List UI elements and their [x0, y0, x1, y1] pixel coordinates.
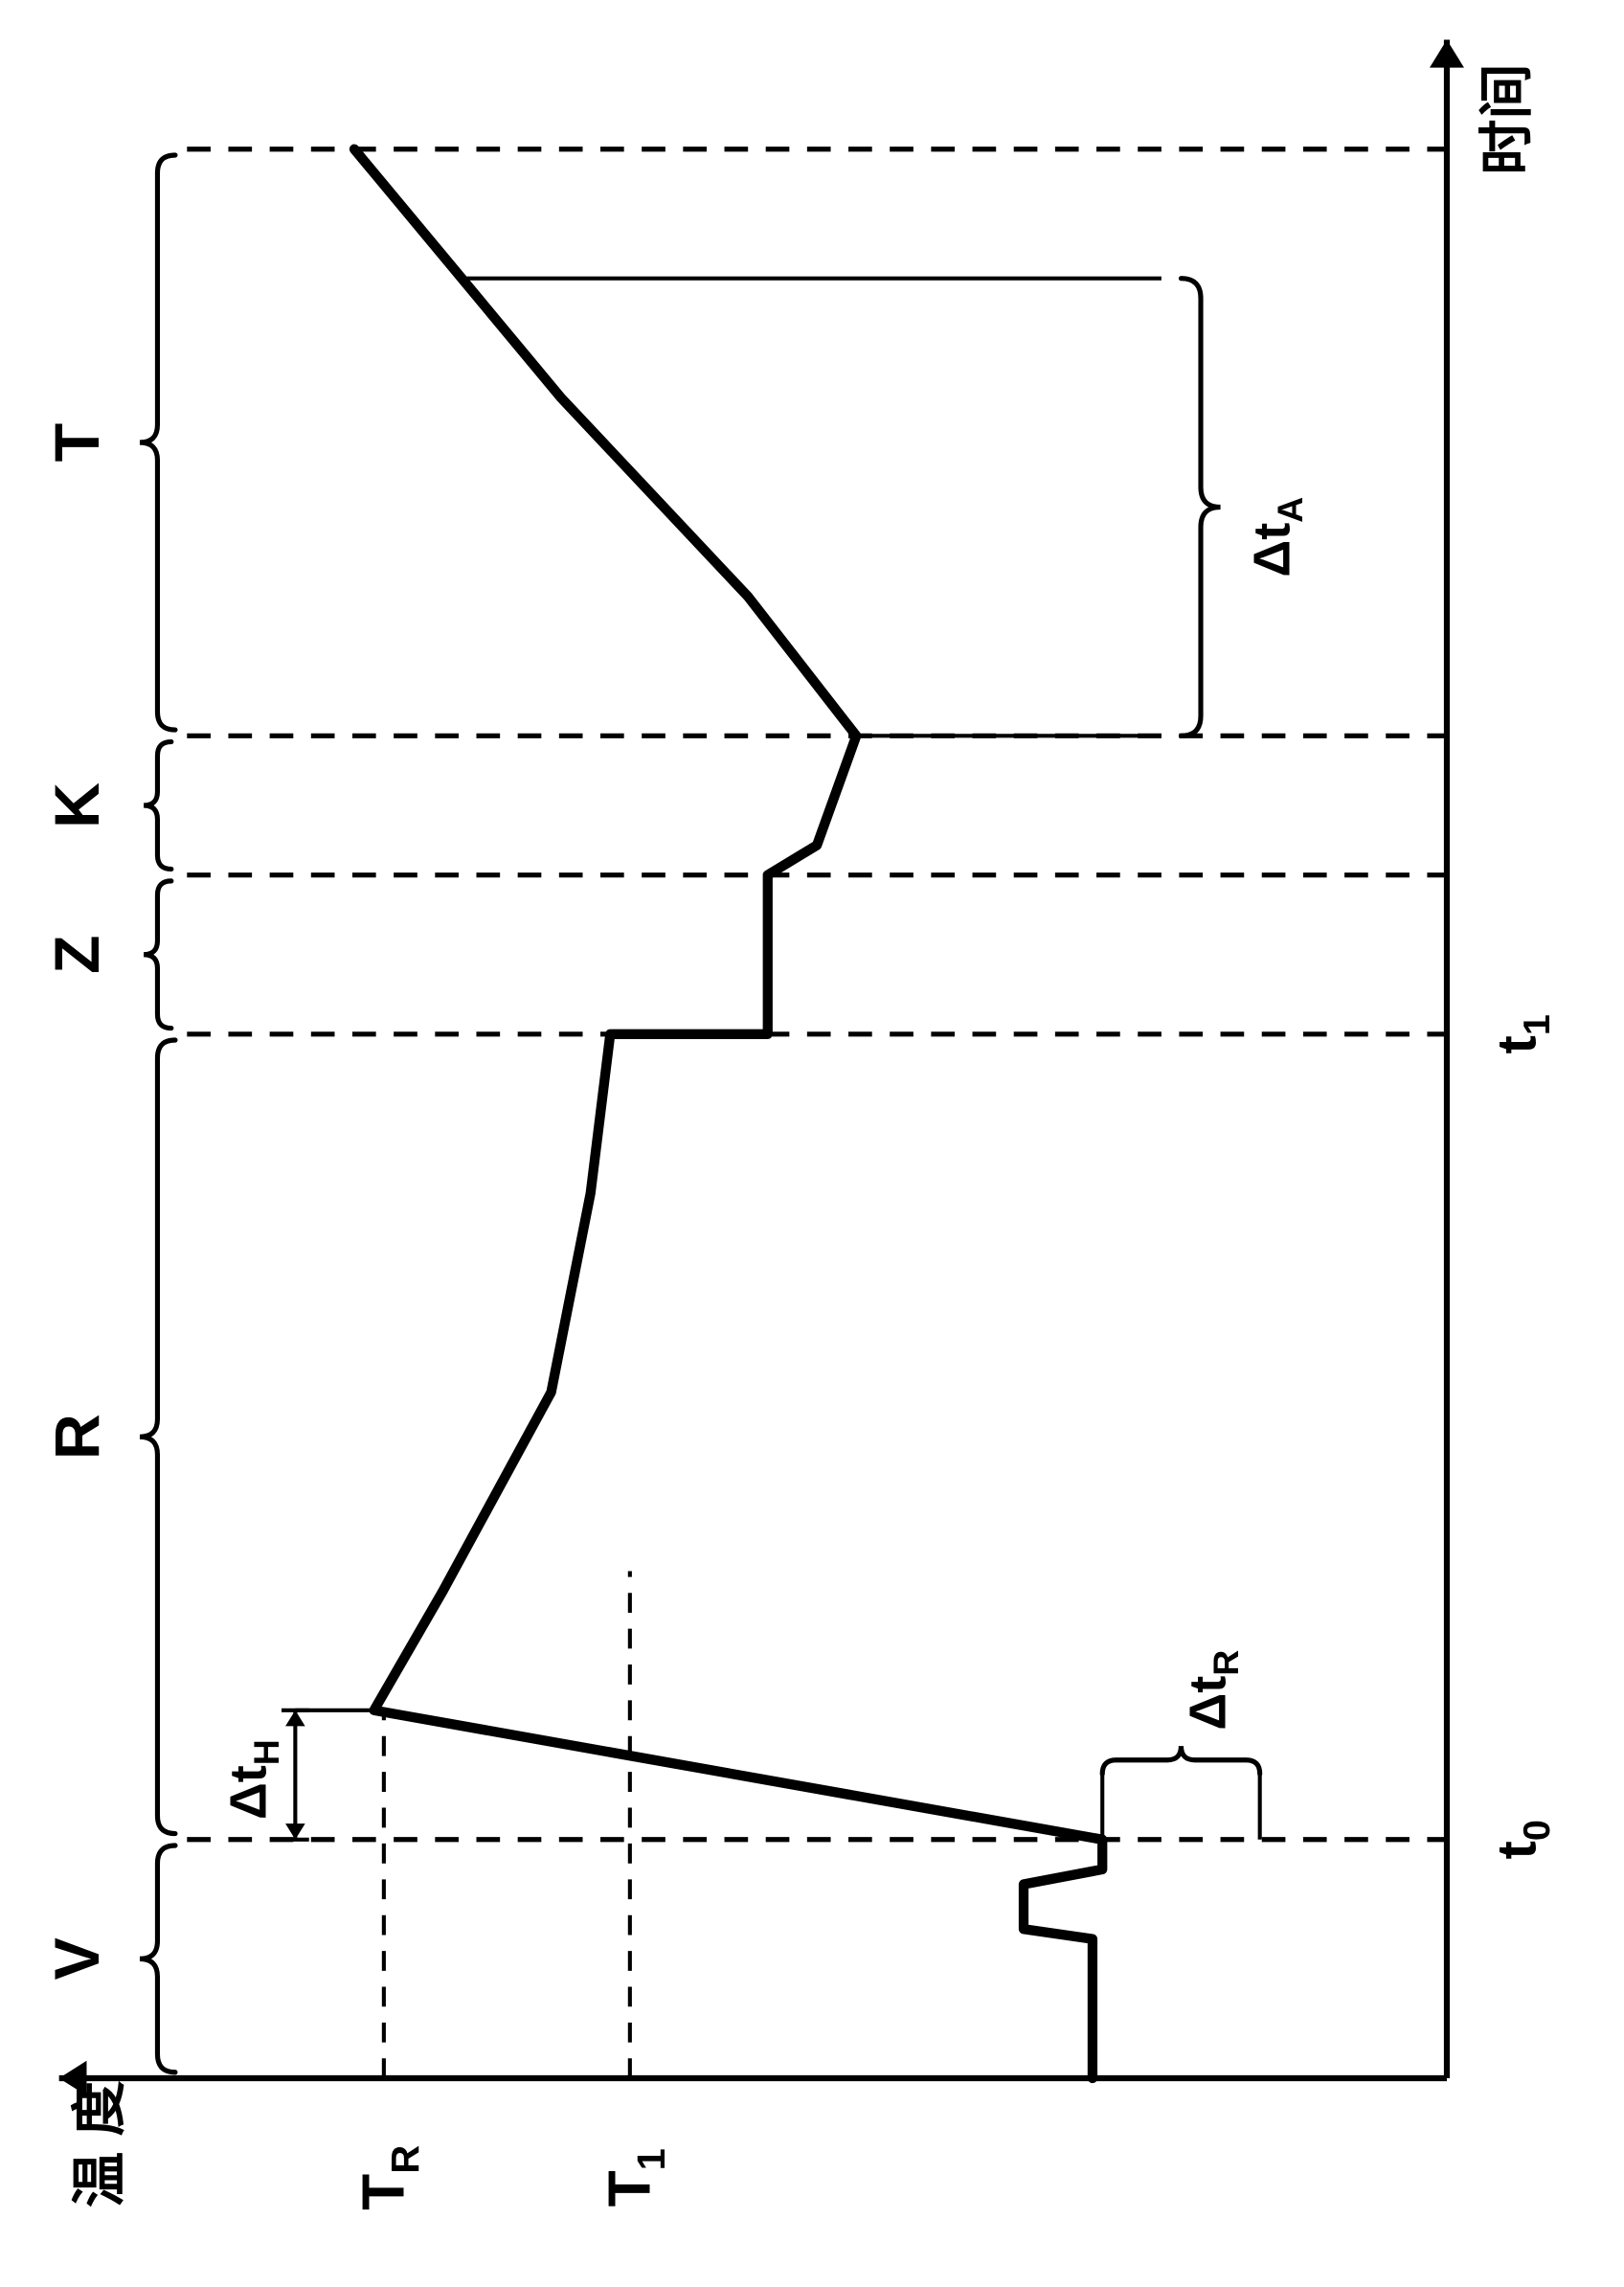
y-axis-label: 温 度: [70, 2080, 131, 2208]
x-axis-label: 时间: [1477, 63, 1538, 174]
ytick-T1: T1: [598, 2148, 673, 2207]
xtick-t0: t0: [1487, 1820, 1558, 1859]
delta-tH-label: ΔtH: [220, 1739, 286, 1820]
temperature-curve: [354, 149, 1102, 2078]
phase-label-T: T: [42, 423, 113, 463]
phase-label-R: R: [42, 1414, 113, 1460]
delta-tR-label: ΔtR: [1180, 1650, 1246, 1731]
xtick-t1: t1: [1487, 1014, 1558, 1053]
delta-tA-label: ΔtA: [1244, 497, 1310, 577]
phase-label-V: V: [42, 1937, 113, 1980]
phase-label-Z: Z: [42, 935, 113, 974]
phase-label-K: K: [42, 782, 113, 828]
ytick-TR: TR: [351, 2145, 427, 2210]
